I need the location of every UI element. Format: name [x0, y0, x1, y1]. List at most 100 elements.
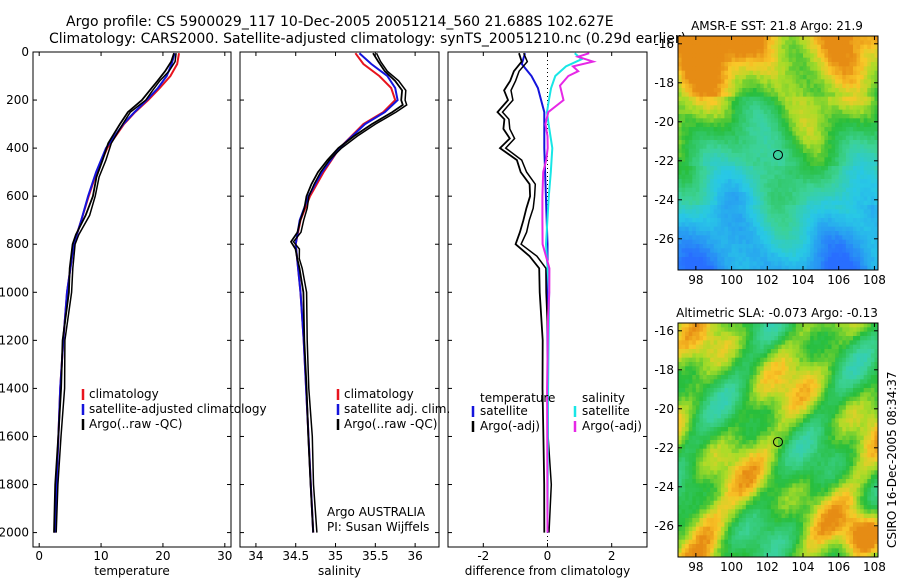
heatmap-cell [681, 148, 686, 154]
heatmap-cell [706, 379, 711, 385]
heatmap-cell [788, 83, 793, 89]
heatmap-cell [781, 79, 786, 85]
heatmap-cell [767, 331, 772, 337]
heatmap-cell [845, 331, 850, 337]
heatmap-cell [849, 183, 854, 189]
heatmap-cell [724, 336, 729, 341]
heatmap-cell [745, 422, 750, 428]
heatmap-cell [785, 96, 790, 102]
heatmap-cell [720, 222, 725, 228]
heatmap-cell [860, 213, 865, 219]
heatmap-cell [756, 148, 761, 154]
heatmap-cell [788, 422, 793, 428]
heatmap-cell [863, 44, 868, 50]
heatmap-cell [828, 327, 832, 333]
heatmap-cell [735, 57, 740, 63]
heatmap-cell [849, 405, 854, 411]
heatmap-cell [688, 83, 693, 89]
heatmap-cell [742, 409, 747, 415]
heatmap-cell [767, 170, 772, 176]
heatmap-cell [770, 153, 775, 158]
heatmap-cell [767, 244, 772, 249]
heatmap-cell [810, 36, 815, 41]
heatmap-cell [831, 401, 836, 406]
heatmap-cell [853, 222, 857, 228]
heatmap-cell [703, 448, 707, 454]
heatmap-cell [706, 422, 711, 428]
heatmap-cell [863, 157, 868, 163]
heatmap-cell [795, 257, 800, 262]
heatmap-cell [803, 40, 807, 46]
heatmap-cell [785, 174, 790, 180]
heatmap-cell [831, 257, 836, 262]
heatmap-cell [767, 179, 772, 184]
heatmap-cell [838, 248, 843, 254]
heatmap-cell [795, 396, 800, 402]
heatmap-cell [710, 166, 715, 171]
heatmap-cell [870, 205, 875, 210]
heatmap-cell [717, 161, 722, 167]
heatmap-cell [788, 344, 793, 350]
heatmap-cell [792, 140, 797, 145]
heatmap-cell [820, 435, 825, 441]
heatmap-cell [788, 427, 793, 432]
heatmap-cell [803, 344, 807, 350]
heatmap-cell [695, 157, 700, 163]
heatmap-cell [681, 174, 686, 180]
heatmap-cell [735, 457, 740, 463]
heatmap-cell [788, 209, 793, 215]
heatmap-cell [845, 252, 850, 258]
heatmap-cell [731, 105, 736, 111]
heatmap-cell [753, 101, 757, 106]
heatmap-cell [706, 114, 711, 119]
heatmap-cell [810, 448, 815, 454]
heatmap-cell [745, 213, 750, 219]
heatmap-cell [860, 192, 865, 197]
heatmap-cell [849, 140, 854, 145]
heatmap-cell [767, 192, 772, 197]
heatmap-cell [724, 405, 729, 411]
heatmap-cell [767, 379, 772, 385]
heatmap-cell [717, 427, 722, 432]
heatmap-cell [810, 366, 815, 372]
heatmap-cell [720, 383, 725, 389]
heatmap-cell [692, 40, 697, 46]
heatmap-cell [806, 261, 811, 267]
heatmap-cell [770, 79, 775, 85]
heatmap-cell [849, 327, 854, 333]
heatmap-cell [856, 179, 861, 184]
heatmap-cell [703, 148, 707, 154]
heatmap-cell [828, 153, 832, 158]
heatmap-cell [738, 53, 743, 59]
heatmap-cell [842, 239, 847, 245]
heatmap-cell [867, 179, 872, 184]
heatmap-cell [820, 70, 825, 76]
heatmap-cell [699, 257, 704, 262]
heatmap-cell [738, 239, 743, 245]
heatmap-cell [724, 44, 729, 50]
heatmap-cell [681, 140, 686, 145]
heatmap-cell [738, 75, 743, 80]
heatmap-cell [745, 366, 750, 372]
sst-map-panel: AMSR-E SST: 21.8 Argo: 21.9 98 100 102 104 1… [654, 19, 885, 287]
heatmap-cell [703, 401, 707, 406]
heatmap-cell [860, 75, 865, 80]
heatmap-cell [728, 174, 732, 180]
heatmap-cell [767, 118, 772, 124]
heatmap-cell [745, 53, 750, 59]
heatmap-cell [831, 187, 836, 193]
heatmap-cell [820, 379, 825, 385]
heatmap-cell [856, 114, 861, 119]
heatmap-cell [835, 213, 840, 219]
heatmap-cell [853, 418, 857, 424]
heatmap-cell [806, 200, 811, 206]
heatmap-cell [778, 383, 782, 389]
heatmap-cell [824, 179, 829, 184]
heatmap-cell [803, 118, 807, 124]
heatmap-cell [738, 392, 743, 398]
series-line-climatology [53, 53, 180, 533]
heatmap-cell [756, 179, 761, 184]
heatmap-cell [738, 200, 743, 206]
heatmap-cell [710, 209, 715, 215]
heatmap-cell [860, 44, 865, 50]
